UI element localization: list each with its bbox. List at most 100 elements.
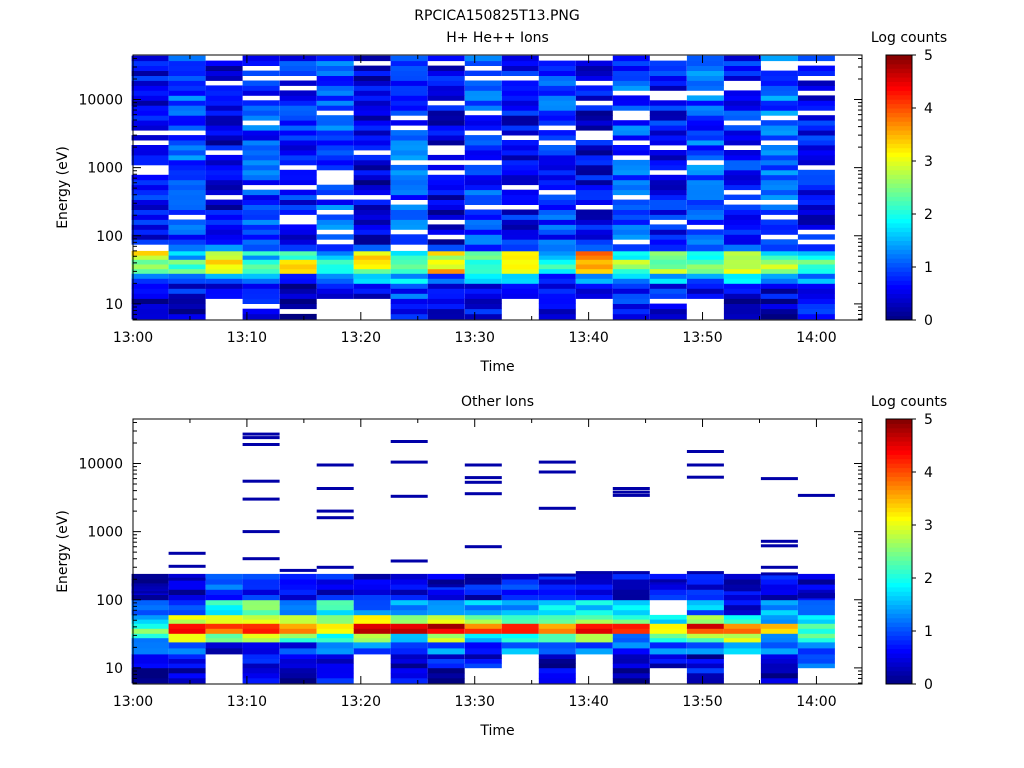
heatmap-cell xyxy=(798,195,835,200)
heatmap-cell xyxy=(169,673,206,678)
heatmap-cell xyxy=(650,273,687,278)
heatmap-cell xyxy=(465,269,502,274)
colorbar-swatch xyxy=(886,525,912,530)
heatmap-cell xyxy=(539,673,576,678)
heatmap-cell xyxy=(354,283,391,288)
heatmap-cell xyxy=(317,584,354,590)
heatmap-cell xyxy=(502,180,539,185)
heatmap-cell xyxy=(502,648,539,654)
heatmap-cell xyxy=(465,105,502,110)
heatmap-cell xyxy=(354,579,391,585)
heatmap-cell xyxy=(132,175,169,180)
heatmap-cell xyxy=(798,125,835,130)
heatmap-cell xyxy=(613,283,650,288)
heatmap-cell xyxy=(687,638,724,643)
heatmap-cell xyxy=(502,71,539,76)
heatmap-cell xyxy=(687,673,724,678)
heatmap-cell xyxy=(650,135,687,140)
heatmap-cell xyxy=(465,150,502,155)
sparse-count-mark xyxy=(539,461,576,464)
y-tick-label: 1000 xyxy=(87,525,123,541)
heatmap-cell xyxy=(687,110,724,115)
colorbar-swatch xyxy=(886,64,912,69)
heatmap-cell xyxy=(465,663,502,668)
heatmap-cell xyxy=(206,623,243,628)
heatmap-cell xyxy=(761,638,798,643)
heatmap-cell xyxy=(539,288,576,293)
heatmap-cell xyxy=(280,600,317,605)
heatmap-cell xyxy=(428,180,465,185)
heatmap-cell xyxy=(724,185,761,190)
heatmap-cell xyxy=(576,642,613,648)
heatmap-cell xyxy=(169,229,206,234)
heatmap-cell xyxy=(243,654,280,659)
heatmap-cell xyxy=(650,205,687,210)
heatmap-cell xyxy=(687,648,724,654)
heatmap-cell xyxy=(243,140,280,145)
heatmap-cell xyxy=(169,71,206,76)
heatmap-cell xyxy=(206,95,243,100)
heatmap-cell xyxy=(613,244,650,251)
heatmap-cell xyxy=(354,215,391,220)
heatmap-cell xyxy=(539,110,576,115)
heatmap-cell xyxy=(724,160,761,165)
heatmap-cell xyxy=(280,273,317,278)
heatmap-cell xyxy=(428,105,465,110)
heatmap-cell xyxy=(650,210,687,215)
heatmap-cell xyxy=(169,259,206,264)
colorbar-swatch xyxy=(886,671,912,676)
heatmap-cell xyxy=(465,95,502,100)
colorbar-swatch xyxy=(886,152,912,157)
heatmap-cell xyxy=(650,66,687,71)
heatmap-cell xyxy=(576,125,613,130)
heatmap-cell xyxy=(687,76,724,81)
panel-title: Other Ions xyxy=(461,394,534,410)
heatmap-cell xyxy=(132,229,169,234)
heatmap-cell xyxy=(428,288,465,293)
colorbar-label: Log counts xyxy=(871,30,947,46)
heatmap-cell xyxy=(539,283,576,288)
heatmap-cell xyxy=(613,264,650,269)
heatmap-cell xyxy=(428,605,465,610)
heatmap-cell xyxy=(724,304,761,310)
heatmap-cell xyxy=(354,229,391,234)
colorbar-swatch xyxy=(886,157,912,162)
heatmap-cell xyxy=(428,85,465,90)
heatmap-cell xyxy=(798,251,835,256)
figure: RPCICA150825T13.PNG 13:00 13:10 13:20 13:30… xyxy=(0,0,1024,768)
heatmap-cell xyxy=(391,673,428,678)
heatmap-cell xyxy=(687,185,724,190)
heatmap-cell xyxy=(428,278,465,283)
heatmap-cell xyxy=(391,574,428,580)
heatmap-cell xyxy=(317,288,354,293)
heatmap-cell xyxy=(613,150,650,155)
colorbar-swatch xyxy=(886,205,912,210)
heatmap-cell xyxy=(169,255,206,260)
heatmap-cell xyxy=(761,110,798,115)
heatmap-cell xyxy=(243,574,280,580)
heatmap-cell xyxy=(465,155,502,160)
heatmap-cell xyxy=(613,190,650,195)
heatmap-cell xyxy=(280,623,317,628)
heatmap-cell xyxy=(724,66,761,71)
heatmap-cell xyxy=(132,224,169,229)
heatmap-cell xyxy=(724,105,761,110)
colorbar-swatch xyxy=(886,437,912,442)
heatmap-cell xyxy=(502,150,539,155)
heatmap-cell xyxy=(798,160,835,165)
heatmap-cell xyxy=(280,668,317,673)
heatmap-cell xyxy=(428,309,465,315)
heatmap-cell xyxy=(539,642,576,648)
heatmap-cell xyxy=(465,589,502,595)
heatmap-cell xyxy=(687,115,724,120)
heatmap-cell xyxy=(354,294,391,299)
heatmap-cell xyxy=(539,278,576,283)
colorbar-swatch xyxy=(886,468,912,473)
heatmap-cell xyxy=(132,105,169,110)
heatmap-cell xyxy=(317,589,354,595)
heatmap-cell xyxy=(243,294,280,299)
heatmap-cell xyxy=(576,61,613,66)
heatmap-cell xyxy=(687,205,724,210)
heatmap-cell xyxy=(280,255,317,260)
heatmap-cell xyxy=(317,115,354,120)
